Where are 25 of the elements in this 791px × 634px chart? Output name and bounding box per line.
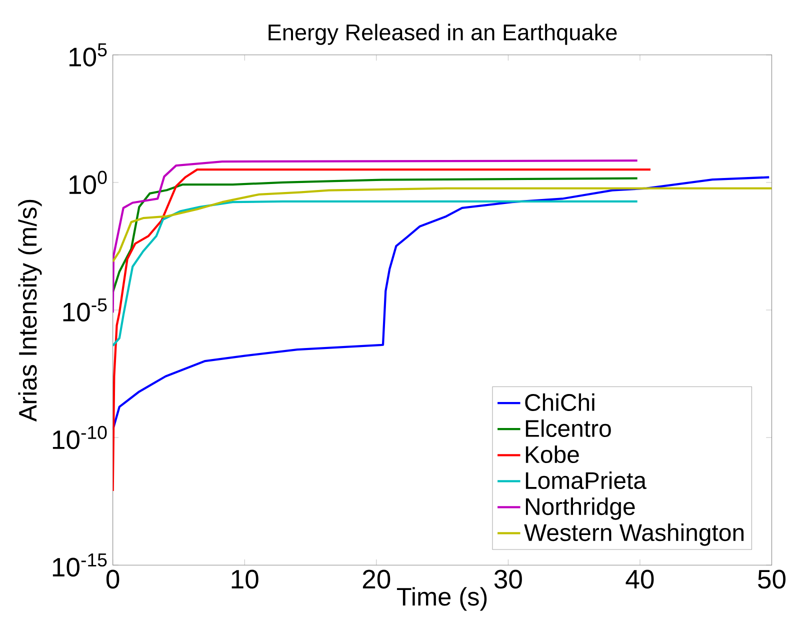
y-tick-label: 10$^{-15}$ — [52, 554, 107, 577]
x-tick-label: 10 — [232, 570, 258, 589]
line-series — [112, 177, 638, 294]
x-tick-label: 40 — [626, 570, 654, 589]
x-tick-label: 20 — [362, 570, 390, 589]
legend-label: ChiChi — [525, 393, 594, 412]
legend-label: Kobe — [526, 445, 579, 464]
y-tick-label: 10$^{-5}$ — [63, 298, 107, 322]
x-tick-label: 50 — [758, 570, 786, 589]
y-axis-title: Arias Intensity (m/s) — [18, 200, 42, 422]
y-tick-label: 10$^{-10}$ — [52, 426, 107, 450]
line-series — [112, 168, 652, 492]
legend-label: LomaPrieta — [526, 471, 646, 490]
y-tick-label: 10$^{0}$ — [70, 170, 107, 194]
chart-title: Energy Released in an Earthquake — [268, 24, 617, 45]
legend-label: Western Washington — [524, 524, 744, 546]
y-tick-label: 10$^{5}$ — [70, 43, 107, 66]
legend-label: Northridge — [526, 497, 635, 520]
legend-label: Elcentro — [526, 419, 611, 438]
line-series — [112, 160, 638, 314]
x-tick-label: 0 — [106, 570, 120, 589]
line-series — [112, 200, 638, 347]
x-axis-title: Time (s) — [396, 587, 487, 611]
x-tick-label: 30 — [494, 570, 522, 589]
line-series — [112, 187, 772, 263]
